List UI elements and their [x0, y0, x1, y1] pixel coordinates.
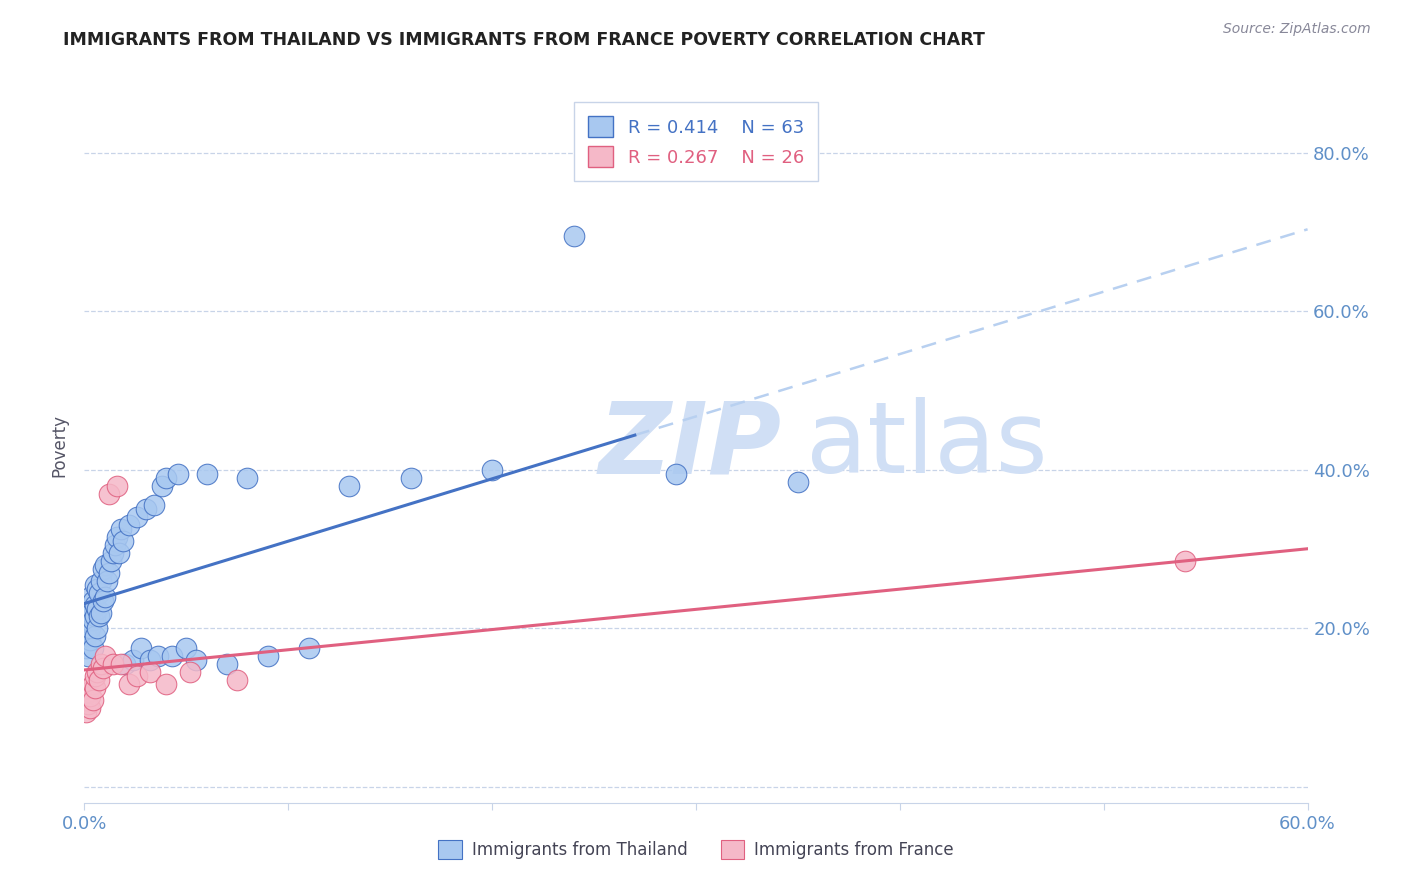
Point [77, 614, 100, 628]
Point [93, 590, 115, 604]
Point [131, 641, 153, 656]
Point [112, 534, 135, 549]
Point [127, 669, 149, 683]
Point [91, 593, 114, 607]
Point [93, 558, 115, 572]
Point [1174, 554, 1197, 568]
Point [87, 609, 110, 624]
Point [110, 522, 132, 536]
Point [90, 606, 112, 620]
Point [174, 641, 197, 656]
Point [86, 665, 108, 679]
Point [90, 657, 112, 671]
Point [142, 499, 165, 513]
Point [665, 467, 688, 481]
Point [118, 518, 141, 533]
Point [138, 665, 160, 679]
Point [104, 538, 127, 552]
Point [86, 601, 108, 615]
Legend: Immigrants from Thailand, Immigrants from France: Immigrants from Thailand, Immigrants fro… [432, 833, 960, 866]
Point [75, 641, 97, 656]
Point [82, 593, 104, 607]
Point [75, 705, 97, 719]
Point [83, 669, 105, 683]
Point [179, 665, 201, 679]
Point [87, 673, 110, 687]
Point [82, 641, 104, 656]
Point [114, 657, 136, 671]
Text: ZIP: ZIP [598, 398, 782, 494]
Point [86, 621, 108, 635]
Point [105, 478, 128, 492]
Point [787, 475, 810, 489]
Point [236, 471, 259, 485]
Point [83, 629, 105, 643]
Point [339, 478, 361, 492]
Point [150, 478, 173, 492]
Point [82, 614, 104, 628]
Point [96, 574, 118, 588]
Point [83, 609, 105, 624]
Point [93, 649, 115, 664]
Point [97, 566, 120, 580]
Point [75, 692, 97, 706]
Point [481, 463, 503, 477]
Point [186, 653, 208, 667]
Point [127, 510, 149, 524]
Point [146, 649, 169, 664]
Point [298, 641, 321, 656]
Point [83, 681, 105, 695]
Point [562, 228, 585, 243]
Point [79, 606, 101, 620]
Point [155, 471, 177, 485]
Point [138, 653, 160, 667]
Text: Source: ZipAtlas.com: Source: ZipAtlas.com [1223, 22, 1371, 37]
Point [399, 471, 422, 485]
Point [91, 661, 114, 675]
Point [83, 578, 105, 592]
Point [122, 653, 145, 667]
Point [79, 689, 101, 703]
Point [82, 677, 104, 691]
Point [108, 546, 131, 560]
Point [195, 467, 218, 481]
Point [77, 601, 100, 615]
Point [100, 554, 122, 568]
Point [135, 502, 157, 516]
Point [77, 625, 100, 640]
Point [87, 585, 110, 599]
Point [77, 685, 100, 699]
Point [97, 486, 120, 500]
Point [110, 657, 132, 671]
Point [91, 562, 114, 576]
Point [79, 700, 101, 714]
Point [82, 692, 104, 706]
Point [105, 530, 128, 544]
Point [86, 582, 108, 596]
Point [79, 621, 101, 635]
Point [90, 574, 112, 588]
Point [226, 673, 249, 687]
Point [167, 467, 190, 481]
Point [217, 657, 239, 671]
Point [83, 598, 105, 612]
Point [79, 590, 101, 604]
Point [101, 546, 124, 560]
Point [257, 649, 280, 664]
Point [155, 677, 177, 691]
Point [79, 633, 101, 648]
Point [75, 629, 97, 643]
Point [160, 649, 183, 664]
Text: atlas: atlas [806, 398, 1047, 494]
Point [77, 649, 100, 664]
Point [101, 657, 124, 671]
Point [118, 677, 141, 691]
Text: IMMIGRANTS FROM THAILAND VS IMMIGRANTS FROM FRANCE POVERTY CORRELATION CHART: IMMIGRANTS FROM THAILAND VS IMMIGRANTS F… [63, 31, 986, 49]
Y-axis label: Poverty: Poverty [51, 415, 69, 477]
Point [77, 697, 100, 711]
